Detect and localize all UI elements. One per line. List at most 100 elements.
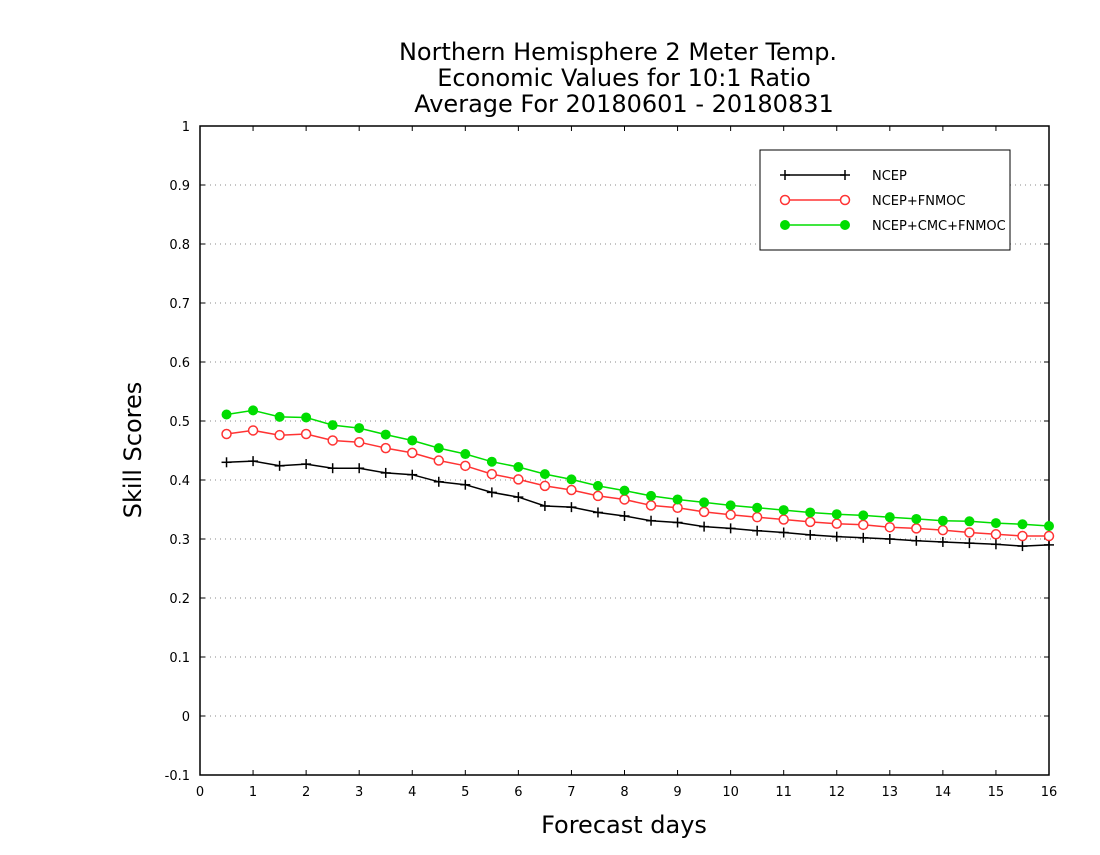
data-point-ncep-fnmoc (300, 428, 312, 440)
x-tick-label: 3 (355, 785, 363, 800)
data-point-ncep-fnmoc (911, 523, 922, 534)
data-point-ncep-cmc-fnmoc (990, 518, 1001, 529)
data-point-ncep-fnmoc (274, 429, 285, 441)
data-point-ncep-fnmoc (221, 428, 232, 440)
y-axis-label: Skill Scores (119, 382, 147, 519)
chart-title: Northern Hemisphere 2 Meter Temp. Econom… (399, 38, 837, 118)
data-point-ncep-fnmoc (698, 506, 710, 518)
y-tick-label: 0.8 (169, 238, 190, 253)
data-point-ncep-cmc-fnmoc (884, 512, 895, 523)
data-point-ncep (884, 534, 895, 544)
x-tick-label: 10 (722, 785, 739, 800)
data-point-ncep (725, 523, 736, 534)
legend-label: NCEP+FNMOC (872, 194, 965, 209)
data-point-ncep (699, 521, 710, 532)
data-point-ncep (513, 492, 524, 503)
y-tick-label: 0.5 (169, 415, 190, 430)
data-point-ncep-fnmoc (645, 500, 657, 511)
data-point-ncep-cmc-fnmoc (592, 480, 603, 491)
data-point-ncep-fnmoc (751, 511, 763, 523)
data-point-ncep-cmc-fnmoc (725, 500, 736, 511)
data-point-ncep-fnmoc (858, 519, 869, 531)
grid-lines (200, 184, 1049, 717)
data-point-ncep (752, 525, 763, 536)
data-point-ncep-cmc-fnmoc (672, 494, 683, 505)
data-point-ncep-cmc-fnmoc (831, 509, 842, 520)
data-point-ncep-fnmoc (460, 460, 471, 472)
data-point-ncep (858, 532, 869, 543)
legend-label: NCEP (872, 169, 907, 184)
data-point-ncep-cmc-fnmoc (486, 456, 497, 467)
data-point-ncep-cmc-fnmoc (778, 505, 789, 516)
data-point-ncep (937, 536, 948, 547)
data-point-ncep-fnmoc (513, 474, 524, 485)
data-point-ncep-cmc-fnmoc (407, 435, 418, 446)
legend-marker (840, 220, 850, 230)
data-point-ncep (1017, 541, 1028, 552)
data-series (221, 405, 1055, 552)
data-point-ncep (778, 527, 789, 538)
legend-marker (780, 170, 790, 180)
y-tick-label: 0.1 (169, 651, 190, 666)
y-tick-label: 0.3 (169, 533, 190, 548)
series-line-ncep (226, 460, 1050, 547)
data-point-ncep-cmc-fnmoc (964, 516, 975, 527)
data-point-ncep-cmc-fnmoc (699, 497, 710, 508)
data-point-ncep-cmc-fnmoc (1017, 519, 1028, 530)
data-point-ncep-fnmoc (247, 425, 259, 436)
legend-item-ncep-cmc-fnmoc: NCEP+CMC+FNMOC (780, 219, 1006, 234)
x-tick-label: 13 (882, 785, 899, 800)
data-point-ncep-fnmoc (725, 509, 736, 521)
x-tick-label: 1 (249, 785, 257, 800)
data-point-ncep (539, 500, 550, 511)
chart-title-line-2: Economic Values for 10:1 Ratio (437, 64, 811, 92)
data-point-ncep (221, 457, 232, 468)
x-tick-label: 4 (408, 785, 416, 800)
data-point-ncep (990, 539, 1001, 550)
data-point-ncep-cmc-fnmoc (646, 490, 657, 501)
data-point-ncep-cmc-fnmoc (805, 507, 816, 518)
x-tick-label: 0 (196, 785, 204, 800)
x-tick-label: 2 (302, 785, 310, 800)
data-point-ncep (911, 535, 922, 546)
legend-marker (839, 194, 851, 206)
y-tick-label: 0.4 (169, 474, 190, 489)
data-point-ncep (486, 487, 497, 498)
data-point-ncep-cmc-fnmoc (937, 515, 948, 526)
data-point-ncep-fnmoc (486, 468, 498, 480)
data-point-ncep (831, 531, 842, 542)
data-point-ncep (964, 538, 975, 549)
data-point-ncep (407, 469, 418, 480)
x-tick-label: 9 (673, 785, 681, 800)
data-point-ncep (327, 463, 338, 474)
x-tick-label: 16 (1041, 785, 1058, 800)
data-point-ncep (460, 479, 471, 490)
x-tick-label: 12 (828, 785, 845, 800)
legend-label: NCEP+CMC+FNMOC (872, 219, 1006, 234)
data-point-ncep (672, 517, 683, 528)
data-point-ncep-cmc-fnmoc (460, 449, 471, 460)
data-point-ncep (646, 515, 657, 526)
data-point-ncep (274, 460, 285, 471)
x-tick-label: 7 (567, 785, 575, 800)
data-point-ncep (301, 459, 312, 470)
data-point-ncep-cmc-fnmoc (513, 462, 524, 473)
x-axis-label: Forecast days (541, 811, 707, 839)
y-tick-label: 0.7 (169, 297, 190, 312)
data-point-ncep (805, 529, 816, 540)
legend-item-ncep: NCEP (780, 169, 907, 184)
y-tick-label: 1 (182, 120, 190, 135)
data-point-ncep-cmc-fnmoc (221, 409, 232, 420)
data-point-ncep-fnmoc (964, 527, 975, 538)
data-point-ncep (380, 467, 391, 478)
data-point-ncep-fnmoc (804, 516, 816, 528)
data-point-ncep-cmc-fnmoc (566, 474, 577, 485)
legend-item-ncep-fnmoc: NCEP+FNMOC (779, 194, 965, 209)
data-point-ncep-fnmoc (990, 529, 1002, 540)
data-point-ncep-cmc-fnmoc (380, 429, 391, 440)
data-point-ncep-fnmoc (937, 524, 949, 536)
data-point-ncep-fnmoc (672, 502, 683, 513)
data-point-ncep (248, 456, 259, 467)
data-point-ncep-cmc-fnmoc (301, 412, 312, 423)
